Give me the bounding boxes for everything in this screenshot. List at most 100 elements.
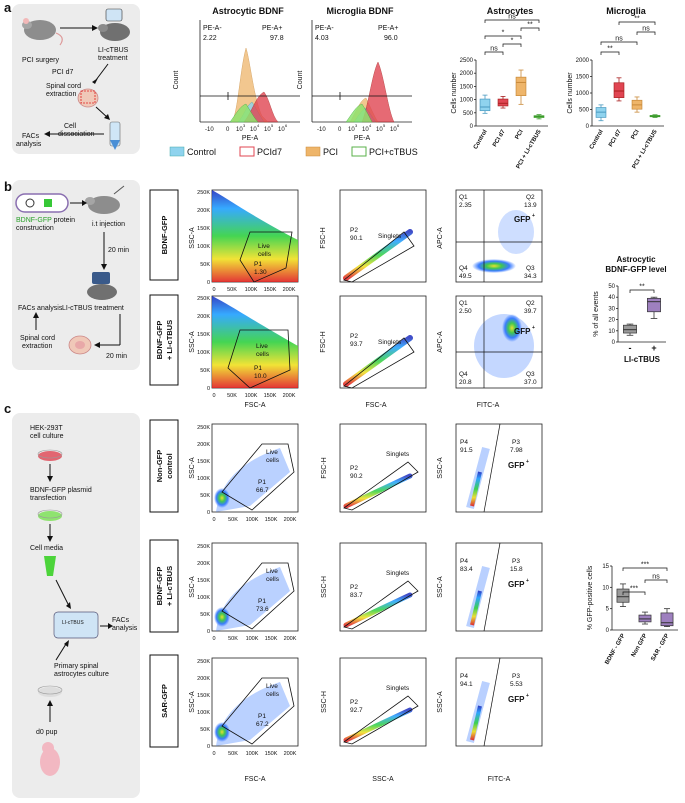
gate-line [200,92,300,100]
svg-text:control: control [165,453,174,478]
svg-text:83.7: 83.7 [350,592,363,599]
svg-text:0: 0 [338,127,342,133]
svg-text:10: 10 [250,127,257,133]
svg-text:P2: P2 [350,465,358,472]
facs-label: FACs [22,133,40,140]
svg-text:200K: 200K [197,561,210,567]
svg-text:-10: -10 [205,127,214,133]
svg-text:P3: P3 [512,673,520,680]
construction-label: construction [16,225,54,232]
significance-bracket [622,591,646,595]
analysis-label: analysis [112,625,138,632]
extraction-label: extraction [46,91,76,98]
hist-xticks: -10 0 103 104 105 106 [205,123,288,133]
svg-text:Live: Live [266,683,278,690]
hist-pci-ctbus [229,103,259,123]
svg-text:100K: 100K [197,476,210,482]
svg-text:Q1: Q1 [459,194,468,201]
legend-swatch-pci-ctbus [351,146,367,157]
svg-text:100K: 100K [197,350,210,356]
svg-text:10: 10 [390,127,397,133]
svg-text:Live: Live [266,568,278,575]
svg-text:200K: 200K [197,208,210,214]
gate-left-value: 2.22 [203,35,217,42]
significance-bracket [600,41,638,45]
svg-text:P2: P2 [350,227,358,234]
svg-text:50K: 50K [228,751,238,757]
svg-text:0: 0 [207,510,210,516]
svg-text:20.8: 20.8 [459,379,472,386]
svg-text:FITC-A: FITC-A [488,776,511,783]
y-tick-label: 40 [608,295,615,301]
svg-text:10: 10 [236,127,243,133]
svg-text:P4: P4 [460,439,468,446]
legend-control: Control [187,147,216,157]
significance-bracket [644,579,668,583]
svg-text:BDNF-GFP: BDNF-GFP [155,321,164,360]
tube-icon [44,556,56,576]
y-tick-label: 0 [586,124,590,130]
significance-label: ** [527,22,533,29]
svg-text:APC-A: APC-A [437,227,444,249]
y-tick-label: 1500 [576,75,590,81]
svg-text:0: 0 [212,751,215,757]
y-tick-label: 50 [608,284,615,290]
svg-text:39.7: 39.7 [524,308,537,315]
svg-text:Non-GFP: Non-GFP [155,450,164,483]
svg-text:50K: 50K [200,612,210,618]
singlets-gate [343,231,415,283]
svg-text:FSC-A: FSC-A [366,402,387,409]
astrocytes-culture-label: astrocytes culture [54,671,109,678]
svg-text:P2: P2 [350,333,358,340]
hist-pci-ctbus [345,103,373,123]
spinal-cord-label: Spinal cord [20,335,55,342]
arrow-icon [101,264,107,270]
x-axis-label: LI-cTBUS [624,355,661,364]
svg-text:3: 3 [355,123,358,128]
superscript-plus: + [526,459,529,465]
svg-text:4: 4 [369,123,372,128]
row-label-non-gfp: Non-GFP control [149,419,179,513]
spinal-cord-icon [77,88,99,108]
svg-text:150K: 150K [197,459,210,465]
svg-text:50K: 50K [227,287,237,293]
y-tick-label: 20 [608,318,615,324]
significance-bracket [502,43,522,47]
significance-label: * [502,30,505,37]
svg-text:100K: 100K [197,710,210,716]
svg-text:15.8: 15.8 [510,566,523,573]
mouse-icon [85,185,125,214]
svg-text:13.9: 13.9 [524,202,537,209]
gate-line [312,92,412,100]
time-20min-label: 20 min [108,247,129,254]
svg-text:+ LI-cTBUS: + LI-cTBUS [165,320,174,360]
svg-text:90.1: 90.1 [350,235,363,242]
li-ctbus-treatment-label: LI-cTBUS treatment [62,305,124,312]
svg-text:Q4: Q4 [459,265,468,272]
gate-right-label: PE-A+ [262,25,282,32]
svg-text:0: 0 [207,629,210,635]
svg-text:Live: Live [266,449,278,456]
significance-bracket [622,567,668,571]
y-tick-label: 10 [608,329,615,335]
spinal-cord-label: Spinal cord [46,83,81,90]
chart-title: BDNF-GFP level [605,265,666,274]
significance-label: ns [508,14,516,21]
category-label: + [651,343,656,353]
svg-text:P1: P1 [254,261,262,268]
svg-text:91.5: 91.5 [460,447,473,454]
extraction-label: extraction [22,343,52,350]
svg-text:150K: 150K [264,287,277,293]
box-1 [497,98,509,107]
category-label: Non GFP [631,633,649,658]
svg-text:6: 6 [397,123,400,128]
y-tick-label: 15 [602,564,609,570]
svg-text:Q4: Q4 [459,371,468,378]
svg-text:5: 5 [271,123,274,128]
